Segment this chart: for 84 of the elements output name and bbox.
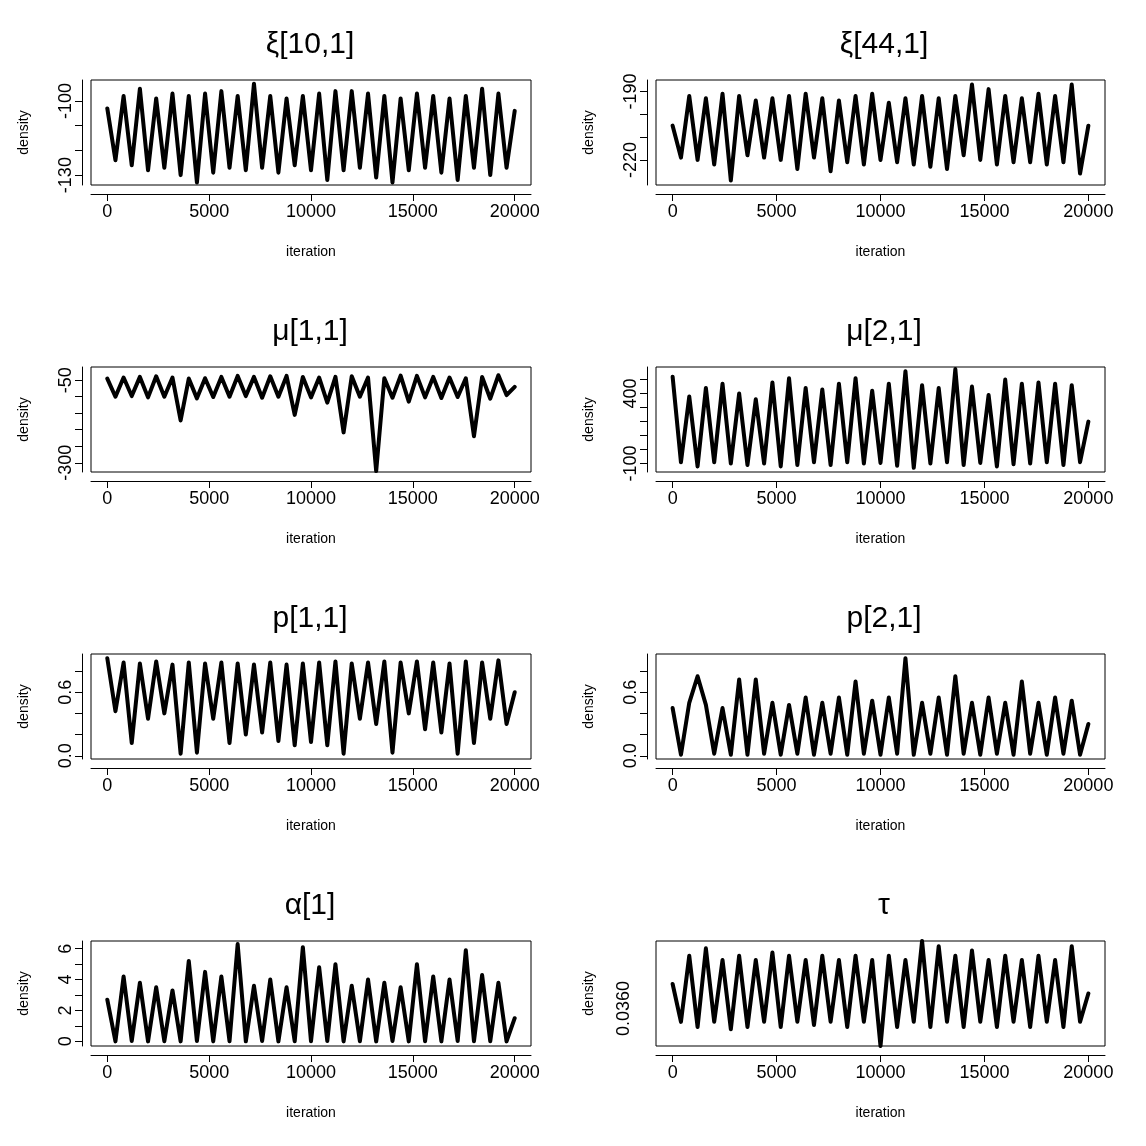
y-tick-label: -220 bbox=[620, 141, 640, 178]
x-tick-label: 15000 bbox=[387, 775, 438, 795]
x-tick-label: 0 bbox=[102, 775, 113, 795]
y-tick-label: -100 bbox=[620, 445, 640, 482]
x-tick-label: 20000 bbox=[1063, 201, 1114, 221]
x-tick-label: 0 bbox=[667, 775, 678, 795]
chart-title: ξ[44,1] bbox=[839, 25, 929, 59]
x-tick-label: 5000 bbox=[189, 1062, 230, 1082]
x-tick-label: 20000 bbox=[1063, 1062, 1114, 1082]
y-tick-label: 400 bbox=[620, 378, 640, 409]
x-tick-label: 5000 bbox=[189, 775, 230, 795]
x-tick-label: 20000 bbox=[1063, 488, 1114, 508]
x-tick-label: 10000 bbox=[855, 775, 906, 795]
y-tick-label: -130 bbox=[55, 157, 75, 194]
chart-title: p[1,1] bbox=[272, 599, 348, 633]
x-tick-label: 15000 bbox=[959, 1062, 1010, 1082]
x-tick-label: 20000 bbox=[489, 1062, 540, 1082]
line-series bbox=[670, 82, 1091, 183]
x-tick-label: 10000 bbox=[285, 775, 337, 795]
x-tick-label: 10000 bbox=[285, 488, 337, 508]
y-axis-title: density bbox=[15, 684, 31, 729]
x-tick-label: 0 bbox=[667, 488, 678, 508]
chart-title: μ[1,1] bbox=[272, 312, 348, 346]
x-axis-title: iteration bbox=[855, 1104, 906, 1120]
x-tick-label: 5000 bbox=[756, 488, 797, 508]
x-tick-label: 5000 bbox=[756, 1062, 797, 1082]
x-tick-label: 5000 bbox=[189, 201, 230, 221]
y-tick-label: 0.0 bbox=[620, 743, 640, 769]
y-tick-label: -100 bbox=[55, 82, 75, 120]
x-tick-label: 10000 bbox=[285, 201, 337, 221]
y-tick-label: 2 bbox=[55, 1005, 75, 1016]
x-tick-label: 10000 bbox=[285, 1062, 337, 1082]
line-series bbox=[105, 656, 517, 756]
y-tick-label: -300 bbox=[55, 444, 75, 481]
x-tick-label: 20000 bbox=[489, 488, 540, 508]
y-tick-label: 4 bbox=[55, 974, 75, 985]
x-tick-label: 15000 bbox=[959, 775, 1010, 795]
x-axis-title: iteration bbox=[286, 243, 336, 259]
x-tick-label: 0 bbox=[102, 488, 113, 508]
x-axis-title: iteration bbox=[286, 817, 336, 833]
y-axis-title: density bbox=[580, 971, 596, 1016]
y-axis-title: density bbox=[15, 971, 31, 1016]
x-tick-label: 0 bbox=[102, 201, 113, 221]
x-tick-label: 5000 bbox=[756, 201, 797, 221]
chart-title: μ[2,1] bbox=[846, 312, 922, 346]
chart-title: ξ[10,1] bbox=[265, 25, 355, 59]
x-tick-label: 20000 bbox=[489, 775, 540, 795]
x-axis-title: iteration bbox=[286, 1104, 336, 1120]
text: 0.0360 bbox=[613, 980, 633, 1037]
x-tick-label: 0 bbox=[667, 201, 678, 221]
x-tick-label: 15000 bbox=[387, 488, 438, 508]
x-tick-label: 20000 bbox=[489, 201, 540, 221]
x-tick-label: 15000 bbox=[387, 1062, 438, 1082]
y-tick-label: 0.0 bbox=[55, 743, 75, 769]
y-axis-title: density bbox=[15, 397, 31, 442]
y-axis-title: density bbox=[580, 684, 596, 729]
x-tick-label: 0 bbox=[102, 1062, 113, 1082]
y-tick-label: -50 bbox=[55, 367, 75, 394]
line-series bbox=[670, 656, 1091, 757]
x-axis-title: iteration bbox=[855, 817, 906, 833]
y-tick-label: -190 bbox=[620, 73, 640, 110]
x-tick-label: 5000 bbox=[189, 488, 230, 508]
x-tick-label: 5000 bbox=[756, 775, 797, 795]
y-tick-label: 6 bbox=[55, 943, 75, 954]
x-tick-label: 15000 bbox=[959, 488, 1010, 508]
x-tick-label: 15000 bbox=[959, 201, 1010, 221]
x-tick-label: 20000 bbox=[1063, 775, 1114, 795]
x-tick-label: 15000 bbox=[387, 201, 438, 221]
x-axis-title: iteration bbox=[855, 243, 906, 259]
x-tick-label: 10000 bbox=[855, 488, 906, 508]
x-axis-title: iteration bbox=[855, 530, 906, 546]
x-tick-label: 0 bbox=[667, 1062, 678, 1082]
x-axis-title: iteration bbox=[286, 530, 336, 546]
chart-title: p[2,1] bbox=[846, 599, 922, 633]
y-axis-title: density bbox=[15, 110, 31, 155]
chart-title: α[1] bbox=[284, 886, 336, 920]
y-tick-label: 0.6 bbox=[55, 679, 75, 705]
x-tick-label: 10000 bbox=[855, 1062, 906, 1082]
y-tick-label: 0 bbox=[55, 1036, 75, 1047]
y-axis-title: density bbox=[580, 110, 596, 155]
chart-title: τ bbox=[878, 886, 891, 920]
y-axis-title: density bbox=[580, 397, 596, 442]
y-tick-label: 0.6 bbox=[620, 679, 640, 705]
x-tick-label: 10000 bbox=[855, 201, 906, 221]
